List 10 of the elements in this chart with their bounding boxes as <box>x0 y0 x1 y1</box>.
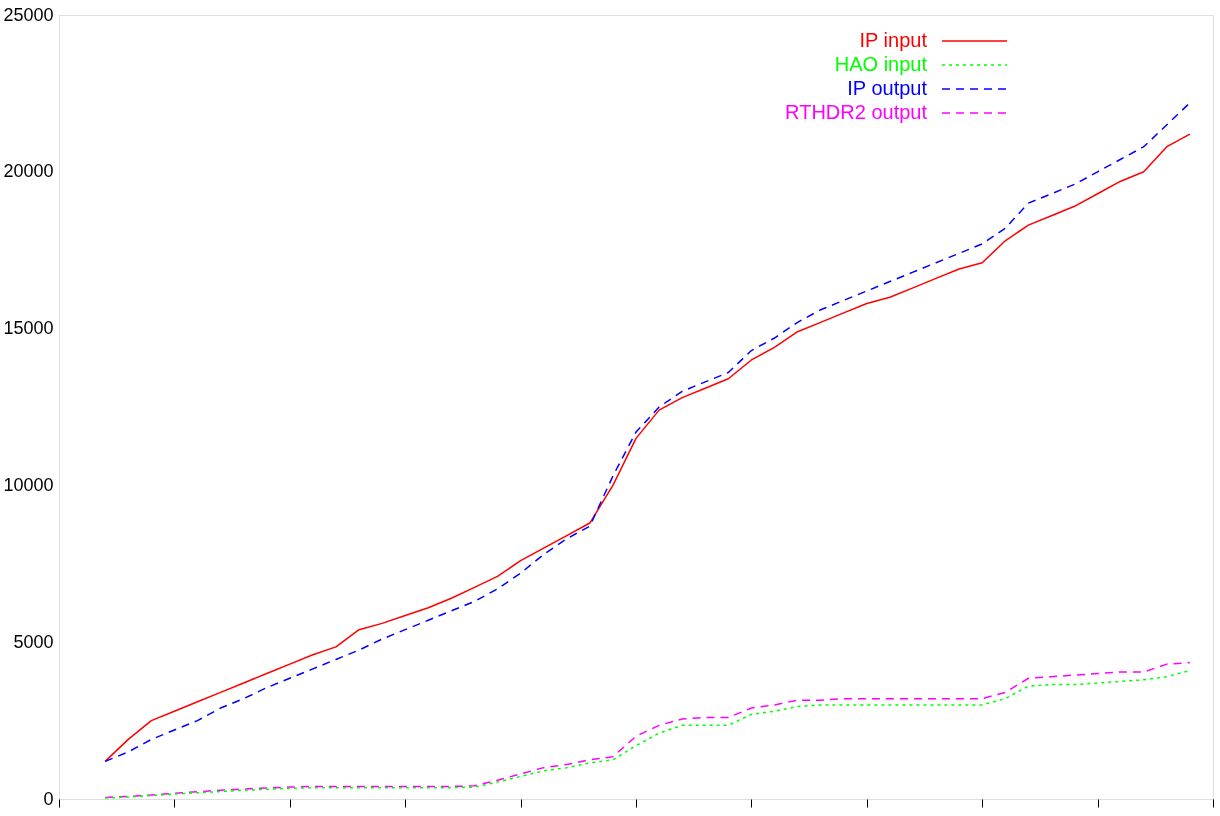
legend-label: RTHDR2 output <box>785 101 928 123</box>
legend-label: IP output <box>847 77 928 99</box>
y-tick-label: 25000 <box>3 4 54 25</box>
y-tick-label: 10000 <box>3 474 54 495</box>
legend-label: IP input <box>859 29 928 51</box>
legend-label: HAO input <box>834 53 928 75</box>
y-tick-label: 0 <box>43 788 54 809</box>
y-tick-label: 20000 <box>3 161 54 182</box>
y-tick-label: 5000 <box>13 631 54 652</box>
y-tick-label: 15000 <box>3 318 54 339</box>
